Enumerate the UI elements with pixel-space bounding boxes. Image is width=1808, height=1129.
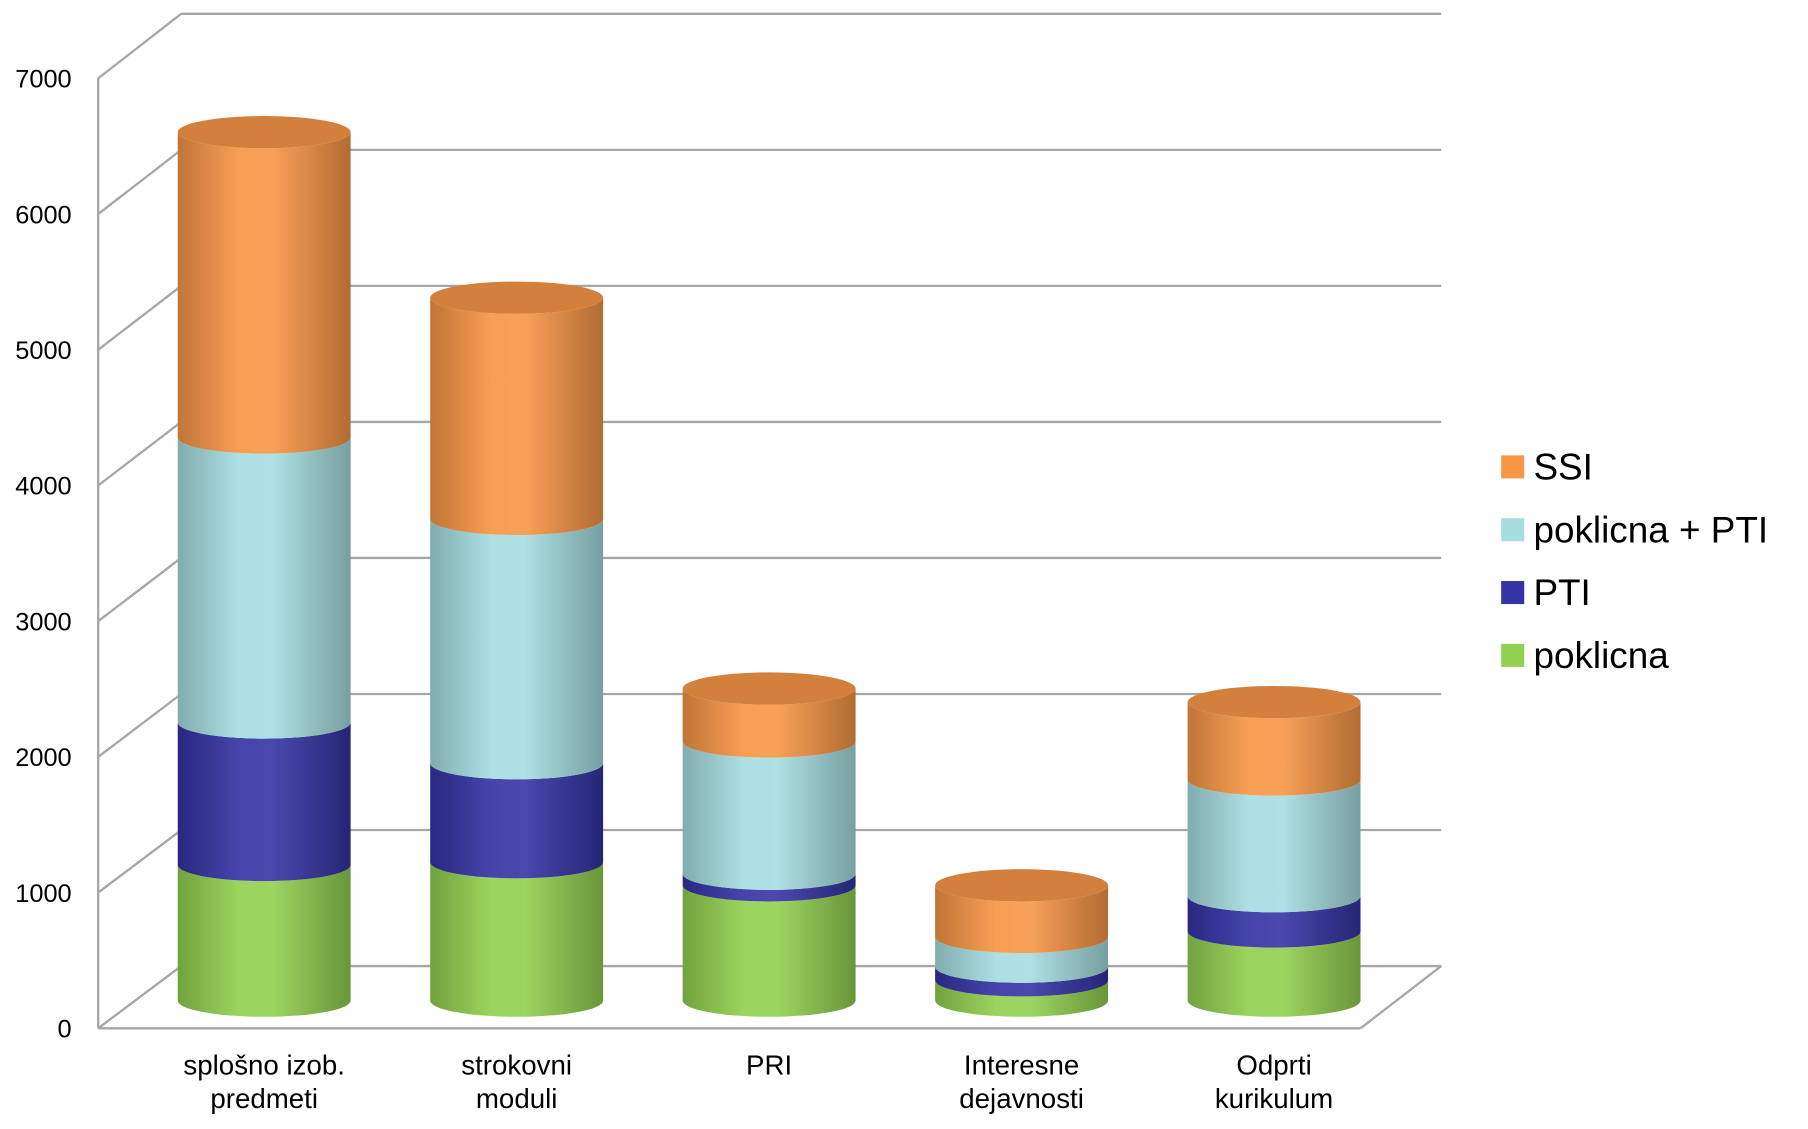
grid-line [97,284,182,351]
cylinder-segment [430,297,604,536]
grid-line [97,829,182,894]
legend-swatch [1501,518,1525,542]
cylinder-segment [935,885,1109,954]
y-tick-label: 2000 [15,744,71,772]
cylinder-segment [177,132,351,454]
y-tick-label: 4000 [15,473,71,501]
legend-swatch [1501,581,1525,605]
cylinder-segment [935,966,1109,997]
grid-line [97,421,182,487]
grid-line [97,693,182,758]
x-tick-label: splošno izob. predmeti [183,1050,345,1115]
cylinder-segment [177,722,351,882]
y-tick-label: 7000 [15,66,71,94]
y-tick-label: 3000 [15,608,71,636]
x-tick-label: PRI [746,1050,793,1082]
grid-line [97,965,182,1030]
cylinder-cap [682,672,856,705]
y-tick-label: 5000 [15,337,71,365]
legend-swatch [1501,455,1525,479]
cylinder-segment [682,885,856,1017]
x-tick-label: strokovni moduli [461,1050,573,1115]
x-tick-label: Odprti kurikulum [1214,1050,1334,1115]
grid-line [97,148,182,216]
cylinder-segment [430,862,604,1017]
cylinder-cap [177,116,351,149]
y-tick-label: 0 [58,1016,72,1044]
x-tick-label: Interesne dejavnosti [959,1050,1084,1115]
cylinder-segment [1187,931,1361,1017]
cylinder-segment [935,936,1109,983]
cylinder-segment [177,864,351,1017]
legend-label: poklicna + PTI [1533,509,1768,550]
cylinder-segment [1187,702,1361,796]
y-tick-label: 1000 [15,880,71,908]
legend-label: SSI [1533,447,1592,488]
grid-line [97,557,182,623]
cylinder-segment [430,518,604,780]
cylinder-cap [430,281,604,314]
y-tick-label: 6000 [15,201,71,229]
cylinder-cap [935,869,1109,902]
grid-line [97,12,182,80]
cylinder-segment [935,980,1109,1017]
legend-label: poklicna [1533,635,1669,676]
cylinder-segment [682,688,856,758]
legend-swatch [1501,643,1525,667]
cylinder-cap [1187,685,1361,719]
cylinder-segment [430,763,604,879]
cylinder-segment [1187,896,1361,948]
cylinder-segment [177,437,351,739]
cylinder-segment [682,741,856,890]
cylinder-segment [682,873,856,902]
cylinder-segment [1187,779,1361,913]
legend-label: PTI [1533,572,1590,613]
floor-line [1359,965,1442,1030]
